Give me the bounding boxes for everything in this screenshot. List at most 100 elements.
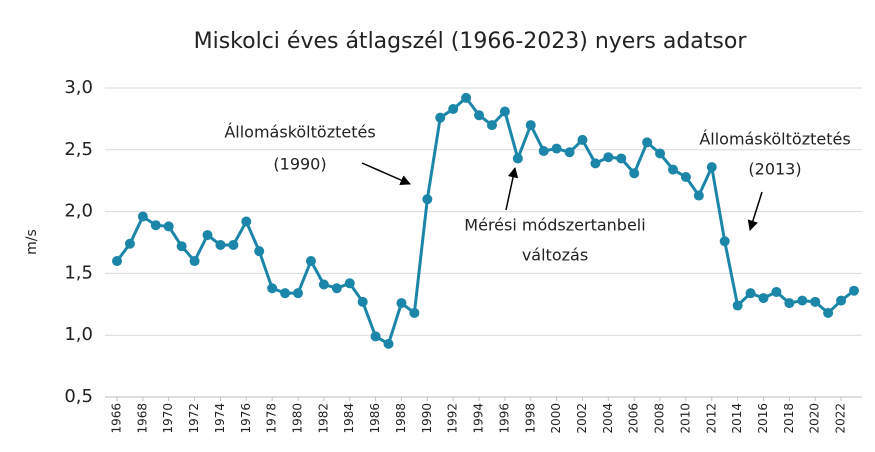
x-tick-label: 2012 — [704, 403, 718, 434]
point — [254, 246, 265, 257]
point — [293, 288, 304, 299]
x-tick-label: 2004 — [601, 403, 615, 434]
annotation: változás — [522, 246, 588, 265]
point — [577, 134, 588, 145]
x-tick-label: 1972 — [187, 403, 201, 434]
point — [409, 307, 420, 318]
point — [836, 295, 847, 306]
point — [357, 296, 368, 307]
x-tick-label: 1986 — [368, 403, 382, 434]
y-tick-label: 2,5 — [64, 139, 93, 160]
point — [512, 153, 523, 164]
x-tick-label: 1994 — [472, 403, 486, 434]
point — [461, 92, 472, 103]
point — [435, 112, 446, 123]
point — [823, 307, 834, 318]
x-tick-label: 2016 — [756, 403, 770, 434]
arrow — [361, 162, 411, 186]
point — [603, 152, 614, 163]
x-tick-label: 1978 — [265, 403, 279, 434]
point — [124, 238, 135, 249]
x-tick-label: 1974 — [213, 403, 227, 434]
point — [486, 120, 497, 131]
point — [771, 286, 782, 297]
x-tick-label: 2022 — [834, 403, 848, 434]
point — [499, 106, 510, 117]
point — [667, 164, 678, 175]
point — [331, 283, 342, 294]
line — [115, 95, 855, 347]
point — [616, 153, 627, 164]
x-tick-label: 2018 — [782, 403, 796, 434]
x-tick-label: 1970 — [161, 403, 175, 434]
annotation: Állomásköltöztetés — [699, 130, 850, 149]
x-tick-label: 2002 — [575, 403, 589, 434]
point — [719, 236, 730, 247]
y-tick-label: 1,0 — [64, 324, 93, 345]
point — [241, 216, 252, 227]
x-tick-label: 1968 — [135, 403, 149, 434]
x-tick-label: 1982 — [316, 403, 330, 434]
point — [849, 285, 859, 296]
point — [202, 230, 213, 241]
annotation: Mérési módszertanbeli — [464, 216, 645, 235]
x-tick-label: 1996 — [497, 403, 511, 434]
point — [280, 288, 291, 299]
plot-area: 0,5 1,0 1,5 2,0 2,5 3,0 1966 1968 1970 1972 1974 19… — [64, 77, 862, 434]
x-tick-label: 1976 — [239, 403, 253, 434]
x-tick-label: 1992 — [446, 403, 460, 434]
y-tick-label: 0,5 — [64, 386, 93, 407]
point — [422, 194, 433, 205]
point — [163, 221, 174, 232]
point — [305, 256, 316, 267]
annotation: (2013) — [748, 160, 801, 179]
point — [474, 110, 485, 121]
point — [655, 148, 666, 159]
point — [732, 300, 743, 311]
point — [680, 171, 691, 182]
point — [189, 256, 200, 267]
point — [525, 120, 536, 131]
annotation: (1990) — [273, 155, 326, 174]
point — [706, 162, 717, 173]
x-tick-label: 1980 — [291, 403, 305, 434]
x-tick-label: 2008 — [653, 403, 667, 434]
annotation: Állomásköltöztetés — [224, 123, 375, 142]
point — [176, 241, 187, 252]
x-tick-label: 1966 — [110, 403, 124, 434]
point — [228, 239, 239, 250]
point — [150, 220, 161, 231]
y-tick-label: 3,0 — [64, 77, 93, 98]
arrow — [505, 166, 519, 211]
x-tick-label: 1990 — [420, 403, 434, 434]
x-tick-label: 1988 — [394, 403, 408, 434]
point — [267, 283, 278, 294]
x-tick-label: 1984 — [342, 403, 356, 434]
point — [448, 104, 459, 115]
point — [564, 147, 575, 158]
point — [629, 168, 640, 179]
y-tick-label: 2,0 — [64, 201, 93, 222]
x-tick-label: 2006 — [627, 403, 641, 434]
x-tick-label: 2014 — [730, 403, 744, 434]
point — [810, 296, 821, 307]
point — [370, 331, 381, 342]
point — [797, 295, 808, 306]
x-tick-label: 2020 — [808, 403, 822, 434]
point — [215, 239, 226, 250]
point — [383, 338, 394, 349]
point — [551, 143, 562, 154]
point — [344, 278, 355, 289]
point — [396, 298, 407, 309]
point — [745, 288, 756, 299]
x-tick-label: 1998 — [523, 403, 537, 434]
x-tick-label: 2000 — [549, 403, 563, 434]
arrow — [747, 191, 763, 232]
point — [642, 137, 653, 148]
y-tick-label: 1,5 — [64, 262, 93, 283]
x-tick-label: 2010 — [678, 403, 692, 434]
chart-title: Miskolci éves átlagszél (1966-2023) nyer… — [194, 29, 748, 54]
point — [693, 190, 704, 201]
point — [112, 256, 122, 267]
